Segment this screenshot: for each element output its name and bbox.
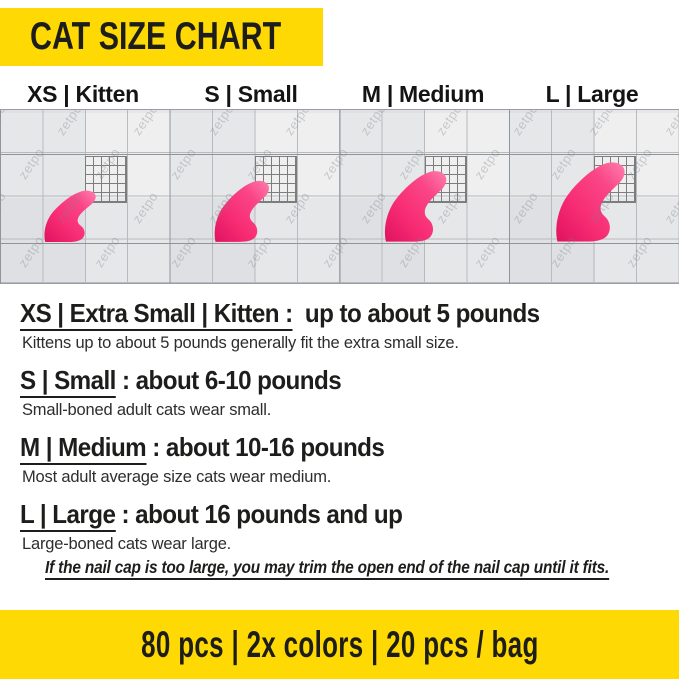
size-section-xs: XS | Extra Small | Kitten : up to about … (20, 297, 670, 353)
page-title: CAT SIZE CHART (30, 15, 282, 58)
size-section-m: M | Medium : about 10-16 pounds Most adu… (20, 431, 670, 487)
section-heading: S | Small : about 6-10 pounds (20, 364, 625, 398)
footer-banner: 80 pcs | 2x colors | 20 pcs / bag (0, 610, 679, 679)
section-heading-rest: : about 16 pounds and up (115, 499, 403, 529)
size-section-s: S | Small : about 6-10 pounds Small-bone… (20, 364, 670, 420)
nail-cap-l (556, 162, 625, 242)
size-panel-m (340, 110, 510, 283)
section-description: Most adult average size cats wear medium… (22, 467, 332, 486)
section-heading-rest: : about 10-16 pounds (146, 432, 385, 462)
section-description: Large-boned cats wear large. (22, 534, 232, 553)
package-contents-text: 80 pcs | 2x colors | 20 pcs / bag (140, 623, 539, 665)
size-labels-row: XS | Kitten S | Small M | Medium L | Lar… (0, 81, 679, 113)
size-panel-s (170, 110, 340, 283)
size-section-l: L | Large : about 16 pounds and up Large… (20, 498, 670, 554)
size-label-s: S | Small (204, 81, 298, 113)
section-heading: XS | Extra Small | Kitten : up to about … (20, 297, 625, 331)
nail-cap-s (214, 180, 269, 242)
nail-cap-xs (44, 190, 96, 243)
top-banner: CAT SIZE CHART (0, 8, 323, 66)
section-heading: M | Medium : about 10-16 pounds (20, 431, 625, 465)
trim-note: If the nail cap is too large, you may tr… (45, 557, 610, 577)
size-panel-l (509, 110, 679, 283)
nail-cap-m (384, 171, 447, 242)
section-heading-underlined: XS | Extra Small | Kitten : (20, 298, 293, 331)
section-description: Kittens up to about 5 pounds generally f… (22, 333, 459, 352)
section-heading-rest: up to about 5 pounds (292, 298, 540, 328)
size-details: XS | Extra Small | Kitten : up to about … (20, 297, 670, 565)
section-description: Small-boned adult cats wear small. (22, 400, 272, 419)
section-heading-rest: : about 6-10 pounds (115, 365, 342, 395)
size-panel-xs (0, 110, 170, 283)
section-heading: L | Large : about 16 pounds and up (20, 498, 625, 532)
size-comparison-figure: zetpo zetpo zetpo zetpo zetpo zetpo zetpo zetpo… (0, 109, 679, 284)
measure-grid-overlay (85, 156, 127, 203)
section-heading-underlined: M | Medium (20, 432, 147, 465)
section-heading-underlined: S | Small (20, 365, 116, 398)
section-heading-underlined: L | Large (20, 499, 116, 532)
